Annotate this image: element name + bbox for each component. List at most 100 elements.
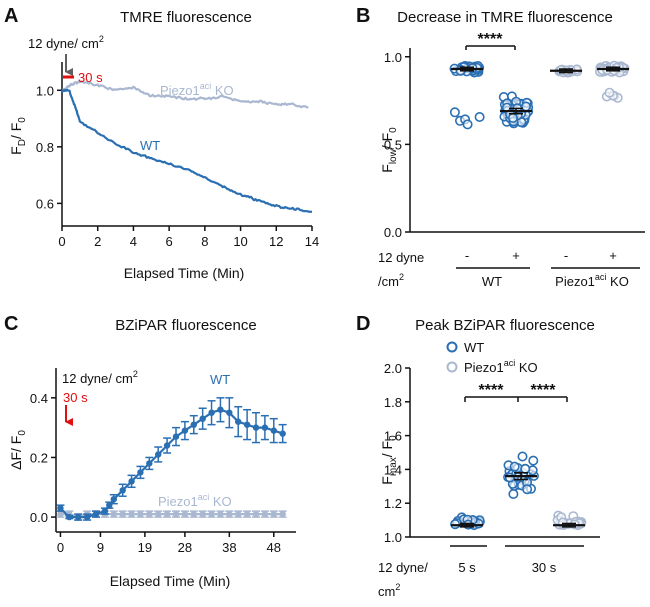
panel-c-point bbox=[172, 433, 180, 440]
panel-b-stim-line1: 12 dyne bbox=[378, 250, 424, 265]
panel-d-group-1: 5 s bbox=[458, 560, 476, 575]
panel-c-point bbox=[110, 510, 118, 518]
panel-c-point bbox=[146, 510, 153, 518]
panel-a-y-tick-label: 0.8 bbox=[36, 140, 54, 155]
panel-c-xlabel: Elapsed Time (Min) bbox=[110, 573, 231, 589]
panel-b-axes: 0.0 0.5 1.0 bbox=[384, 48, 645, 240]
panel-a-duration-label: 30 s bbox=[78, 70, 103, 85]
panel-c-point bbox=[217, 406, 224, 413]
panel-d-point bbox=[528, 455, 539, 466]
panel-c-point bbox=[75, 513, 82, 521]
panel-d-group-2: 30 s bbox=[532, 560, 557, 575]
panel-a-y-tick-label: 0.6 bbox=[36, 196, 54, 211]
panel-c-point bbox=[190, 510, 197, 518]
panel-c-point bbox=[181, 427, 189, 434]
panel-b-letter: B bbox=[356, 5, 370, 27]
panel-b-point bbox=[520, 101, 531, 112]
panel-c-point bbox=[92, 510, 100, 518]
panel-b-y-tick-label: 0.0 bbox=[384, 225, 402, 240]
panel-b-y-tick-label: 1.0 bbox=[384, 50, 402, 65]
panel-c-x-tick-label: 19 bbox=[138, 540, 152, 555]
panel-a-x-tick-label: 0 bbox=[58, 234, 65, 249]
panel-d-stim-line1: 12 dyne/ bbox=[378, 560, 428, 575]
panel-c-point bbox=[261, 424, 269, 431]
panel-c-point bbox=[270, 427, 277, 434]
panel-c-point bbox=[106, 502, 113, 509]
panel-d-legend-wt: WT bbox=[464, 340, 484, 355]
panel-d-point bbox=[508, 488, 519, 499]
panel-c-y-tick-label: 0.2 bbox=[30, 450, 48, 465]
panel-c-point bbox=[217, 510, 224, 518]
panel-c-point bbox=[137, 510, 144, 518]
panel-b-point bbox=[462, 119, 473, 130]
panel-d: D Peak BZiPAR fluorescence 1.01.21.41.61… bbox=[356, 313, 600, 599]
panel-d-legend-ko: Piezo1aci KO bbox=[464, 358, 538, 375]
panel-c-point bbox=[128, 510, 135, 518]
panel-b-significance: **** bbox=[478, 31, 504, 48]
panel-c-x-tick-label: 0 bbox=[57, 540, 64, 555]
panel-c-point bbox=[119, 487, 126, 494]
panel-c-axes: 0 9 19 28 38 48 0.0 0.2 0.4 bbox=[30, 368, 296, 555]
panel-d-y-tick-label: 1.0 bbox=[384, 530, 402, 545]
panel-c-point bbox=[226, 409, 233, 416]
panel-c-point bbox=[243, 421, 251, 428]
panel-c-point bbox=[83, 513, 91, 521]
panel-b-point bbox=[507, 113, 518, 124]
panel-d-y-tick-label: 1.8 bbox=[384, 395, 402, 410]
panel-b-title: Decrease in TMRE fluorescence bbox=[397, 9, 613, 26]
panel-d-y-tick-label: 1.2 bbox=[384, 496, 402, 511]
panel-c-point bbox=[235, 418, 242, 425]
panel-c: C BZiPAR fluorescence 0 9 19 28 38 48 0.0 0.2 0.… bbox=[4, 313, 296, 589]
panel-a-series-line bbox=[60, 88, 313, 213]
panel-d-point bbox=[522, 484, 533, 495]
panel-c-point bbox=[66, 513, 73, 521]
panel-c-point bbox=[208, 510, 215, 518]
panel-a-series-line bbox=[61, 80, 309, 109]
panel-d-y-tick-label: 2.0 bbox=[384, 361, 402, 376]
panel-c-point bbox=[279, 430, 286, 437]
panel-d-title: Peak BZiPAR fluorescence bbox=[415, 317, 595, 334]
panel-b-y-tick-label: 0.5 bbox=[384, 137, 402, 152]
panel-c-x-tick-label: 48 bbox=[267, 540, 281, 555]
panel-c-y-tick-label: 0.0 bbox=[30, 510, 48, 525]
panel-d-point bbox=[504, 472, 515, 483]
panel-c-point bbox=[261, 510, 269, 518]
panel-b-sign-2: + bbox=[512, 248, 520, 263]
panel-c-ylabel: ΔF/ F0 bbox=[8, 430, 28, 470]
panel-d-axes: 1.0 1.2 1.4 1.6 1.8 2.0 bbox=[384, 361, 600, 545]
panel-c-point bbox=[119, 510, 126, 518]
panel-d-ylabel: Fmax/ F0 bbox=[379, 435, 399, 485]
panel-d-legend-wt-marker bbox=[446, 341, 458, 353]
panel-a-x-tick-label: 10 bbox=[233, 234, 247, 249]
panel-b-sign-3: - bbox=[564, 248, 568, 263]
panel-b-sign-4: + bbox=[609, 248, 617, 263]
panel-c-wt-label: WT bbox=[210, 372, 230, 387]
panel-c-stimulus-label: 12 dyne/ cm2 bbox=[62, 369, 138, 386]
panel-c-point bbox=[110, 496, 118, 503]
panel-b-ylabel: Flow/ F0 bbox=[379, 127, 399, 173]
panel-a-x-tick-label: 8 bbox=[201, 234, 208, 249]
panel-d-point bbox=[517, 451, 528, 462]
panel-c-title: BZiPAR fluorescence bbox=[115, 317, 256, 334]
panel-c-point bbox=[137, 469, 144, 476]
panel-b-point bbox=[474, 112, 485, 123]
panel-c-x-tick-label: 28 bbox=[178, 540, 192, 555]
panel-b-point bbox=[449, 107, 460, 118]
panel-c-point bbox=[57, 510, 64, 518]
panel-c-point bbox=[181, 510, 189, 518]
panel-b-point bbox=[604, 87, 615, 98]
panel-c-duration-label: 30 s bbox=[63, 390, 88, 405]
panel-c-point bbox=[163, 510, 171, 518]
panel-d-legend-ko-marker bbox=[446, 361, 458, 373]
panel-a-x-tick-label: 12 bbox=[269, 234, 283, 249]
panel-c-point bbox=[163, 442, 171, 449]
panel-c-point bbox=[235, 510, 242, 518]
panel-c-point bbox=[252, 510, 260, 518]
panel-d-y-tick-label: 1.6 bbox=[384, 429, 402, 444]
panel-c-point bbox=[199, 510, 206, 518]
panel-c-x-tick-label: 9 bbox=[97, 540, 104, 555]
panel-a-x-tick-label: 4 bbox=[130, 234, 137, 249]
panel-d-stim-line2: cm2 bbox=[378, 582, 400, 599]
panel-c-point bbox=[101, 507, 109, 515]
